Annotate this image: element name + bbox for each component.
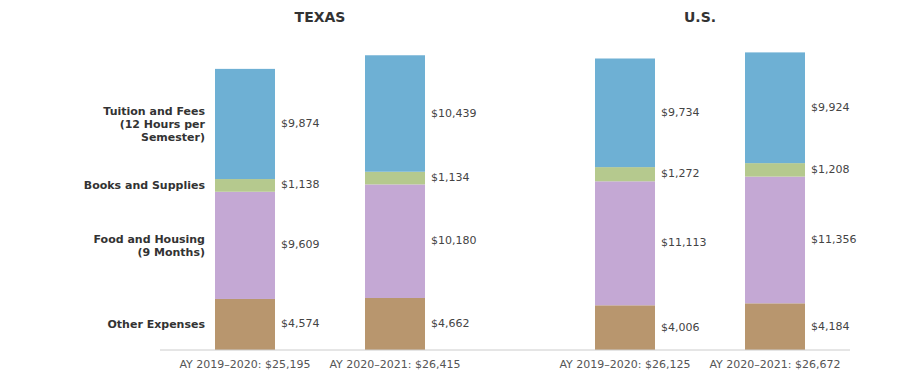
- value-label: $9,924: [811, 101, 850, 114]
- value-label: $4,662: [431, 317, 470, 330]
- bars: [215, 52, 805, 350]
- background: [0, 0, 900, 387]
- category-label: AY 2020–2021: $26,672: [709, 358, 840, 371]
- series-label: Other Expenses: [108, 318, 206, 331]
- chart-container: $4,574 $4,662 $4,006 $4,184 $9,609 $10,180 $11…: [0, 0, 900, 387]
- bar-segment: [215, 192, 275, 299]
- bar-segment: [215, 69, 275, 179]
- series-label: Books and Supplies: [84, 179, 206, 192]
- value-label: $11,113: [661, 236, 707, 249]
- bar-segment: [745, 177, 805, 304]
- bar-segment: [595, 59, 655, 168]
- bar-segment: [215, 299, 275, 350]
- group-title: U.S.: [684, 9, 716, 25]
- value-label: $11,356: [811, 233, 857, 246]
- value-label: $4,574: [281, 317, 320, 330]
- value-label: $4,184: [811, 320, 850, 333]
- value-label: $1,208: [811, 163, 850, 176]
- labels: $4,574 $4,662 $4,006 $4,184 $9,609 $10,180 $11…: [84, 9, 857, 371]
- value-label: $10,439: [431, 107, 477, 120]
- value-label: $1,272: [661, 167, 700, 180]
- bar-segment: [745, 163, 805, 176]
- group-title: TEXAS: [295, 9, 346, 25]
- bar-segment: [365, 172, 425, 185]
- category-label: AY 2019–2020: $25,195: [179, 358, 310, 371]
- bar-segment: [595, 305, 655, 350]
- series-label: Tuition and Fees(12 Hours perSemester): [103, 105, 205, 144]
- bar-segment: [595, 181, 655, 305]
- series-label: Food and Housing(9 Months): [94, 233, 205, 259]
- bar-segment: [215, 179, 275, 192]
- value-label: $1,138: [281, 178, 320, 191]
- bar-segment: [365, 184, 425, 298]
- bar-segment: [365, 55, 425, 171]
- value-label: $9,734: [661, 106, 700, 119]
- value-label: $9,609: [281, 238, 320, 251]
- category-label: AY 2020–2021: $26,415: [329, 358, 460, 371]
- value-label: $4,006: [661, 321, 700, 334]
- bar-segment: [595, 167, 655, 181]
- category-label: AY 2019–2020: $26,125: [559, 358, 690, 371]
- value-label: $9,874: [281, 117, 320, 130]
- bar-segment: [745, 303, 805, 350]
- bar-segment: [745, 52, 805, 163]
- chart-svg: $4,574 $4,662 $4,006 $4,184 $9,609 $10,180 $11…: [0, 0, 900, 387]
- value-label: $1,134: [431, 171, 470, 184]
- value-label: $10,180: [431, 234, 477, 247]
- bar-segment: [365, 298, 425, 350]
- baseline: [160, 350, 850, 351]
